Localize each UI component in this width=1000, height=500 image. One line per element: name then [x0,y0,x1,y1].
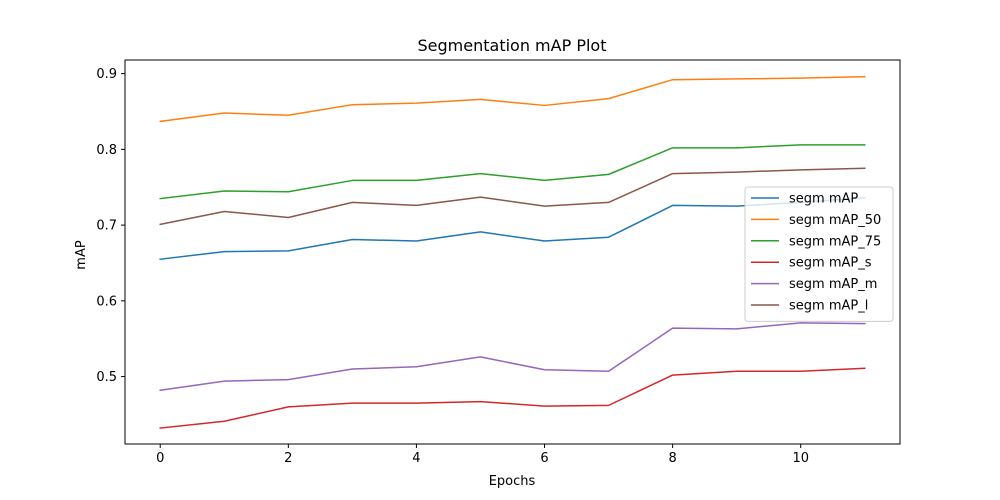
series-line-5 [159,167,866,226]
x-tick-label: 4 [412,451,420,466]
x-tick-label: 0 [156,451,164,466]
y-tick-label: 0.8 [96,143,117,158]
legend-label-1: segm mAP_50 [789,213,881,228]
x-tick-label: 6 [540,451,548,466]
x-axis-label: Epochs [489,474,536,489]
x-tick-label: 2 [284,451,292,466]
legend-label-5: segm mAP_l [789,299,868,314]
y-axis-label: mAP [74,240,89,270]
y-tick-label: 0.9 [96,67,117,82]
legend-label-0: segm mAP [789,192,858,207]
series-line-2 [159,144,866,200]
x-tick-label: 10 [792,451,809,466]
y-tick-label: 0.5 [96,370,117,385]
legend-label-3: segm mAP_s [789,256,872,271]
series-line-1 [159,75,866,123]
legend-label-4: segm mAP_m [789,277,877,292]
series-line-4 [159,322,866,392]
y-tick-label: 0.6 [96,294,117,309]
legend-box [744,186,894,322]
legend-label-2: segm mAP_75 [789,234,881,249]
series-line-3 [159,367,866,429]
x-tick-label: 8 [668,451,676,466]
y-tick-label: 0.7 [96,219,117,234]
chart-title: Segmentation mAP Plot [418,36,607,55]
axes-frame [124,59,901,445]
plot-area: 0 2 4 6 8 10 0.5 0.6 0.7 0.8 0.9 [96,59,901,466]
